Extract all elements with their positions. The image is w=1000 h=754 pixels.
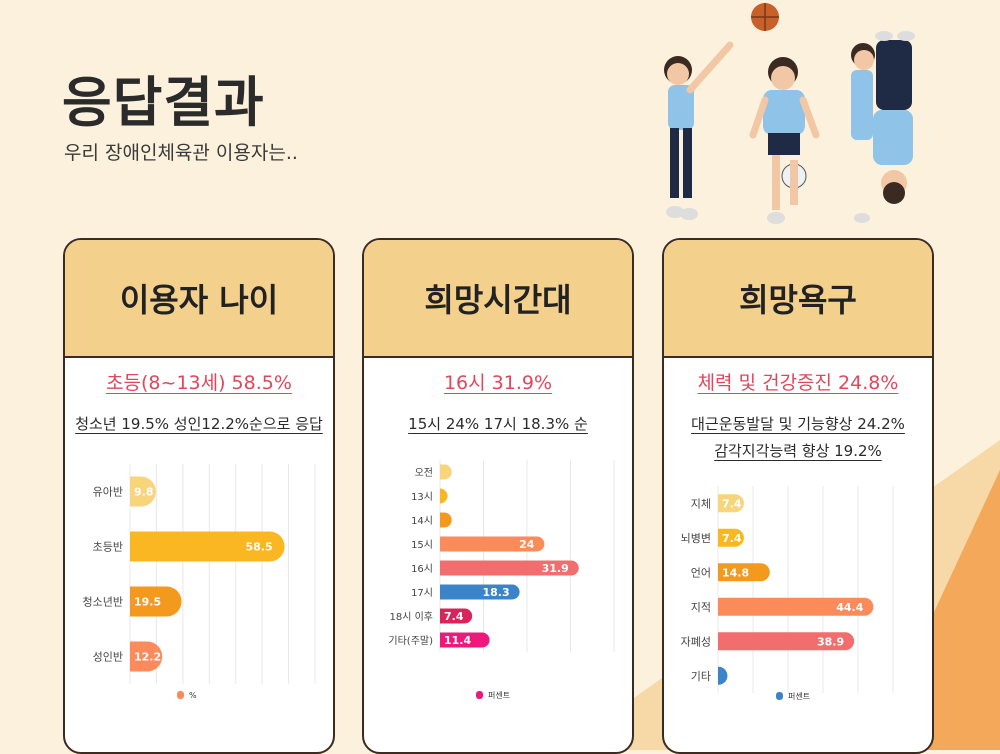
- card-preferred-time: 희망시간대 16시 31.9% 15시 24% 17시 18.3% 순 오전 13…: [362, 238, 634, 754]
- legend-label: 퍼센트: [488, 690, 510, 700]
- legend-label: %: [189, 691, 197, 700]
- card-title: 희망시간대: [364, 240, 632, 358]
- category-label: 지체: [691, 497, 711, 510]
- card-highlight: 16시 31.9%: [443, 372, 553, 394]
- category-label: 기타(주말): [388, 635, 433, 647]
- bar: [718, 666, 728, 685]
- value-label: 38.9: [817, 635, 844, 648]
- legend-swatch: [177, 691, 184, 699]
- card-highlight: 초등(8~13세) 58.5%: [106, 372, 292, 394]
- value-label: 9.8: [134, 486, 154, 499]
- category-label: 오전: [415, 467, 433, 479]
- category-label: 18시 이후: [389, 611, 433, 623]
- category-label: 14시: [411, 515, 433, 527]
- value-label: 11.4: [444, 634, 471, 647]
- bar: [130, 641, 163, 672]
- category-label: 뇌병변: [681, 532, 711, 545]
- bar: [440, 464, 452, 480]
- category-label: 13시: [411, 491, 433, 503]
- bar: [440, 608, 473, 624]
- card-summary-line: 감각지각능력 향상 19.2%: [714, 442, 882, 460]
- value-label: 12.2: [134, 651, 161, 664]
- category-label: 언어: [691, 566, 711, 579]
- bar: [718, 494, 744, 513]
- card-title: 희망욕구: [664, 240, 932, 358]
- category-label: 성인반: [93, 651, 123, 664]
- card-user-age: 이용자 나이 초등(8~13세) 58.5% 청소년 19.5% 성인12.2%…: [63, 238, 335, 754]
- time-bar-chart: 오전 13시 14시 15시 24 16시 31.9 17시 18.3 18시 이후 7.4 기타(주…: [388, 460, 615, 700]
- category-label: 기타: [691, 670, 711, 683]
- bar: [130, 586, 182, 617]
- value-label: 18.3: [482, 586, 509, 599]
- value-label: 7.4: [722, 497, 742, 510]
- bar: [718, 563, 770, 582]
- value-label: 14.8: [722, 566, 749, 579]
- category-label: 17시: [411, 587, 433, 599]
- card-title: 이용자 나이: [65, 240, 333, 358]
- bar: [440, 632, 490, 648]
- card-summary-line: 대근운동발달 및 기능향상 24.2%: [691, 415, 905, 433]
- bar: [718, 597, 874, 616]
- kids-playing-illustration: [664, 3, 915, 224]
- legend-swatch: [776, 692, 783, 700]
- category-label: 청소년반: [83, 596, 123, 609]
- category-label: 초등반: [93, 541, 123, 554]
- category-label: 지적: [691, 601, 711, 614]
- page-title: 응답결과: [62, 71, 265, 134]
- category-label: 16시: [411, 563, 433, 575]
- category-label: 유아반: [93, 486, 123, 499]
- card-summary-line: 15시 24% 17시 18.3% 순: [408, 415, 588, 433]
- card-summary-line: 청소년 19.5% 성인12.2%순으로 응답: [75, 415, 323, 433]
- value-label: 58.5: [245, 541, 272, 554]
- value-label: 7.4: [722, 532, 742, 545]
- category-label: 자폐성: [681, 635, 711, 648]
- value-label: 24: [519, 538, 535, 551]
- bar: [440, 584, 520, 600]
- age-bar-chart: 유아반 9.8 초등반 58.5 청소년반 19.5 성인반 12.2%: [83, 464, 316, 700]
- bar: [130, 476, 156, 507]
- page-subtitle: 우리 장애인체육관 이용자는..: [64, 142, 298, 164]
- card-needs: 희망욕구 체력 및 건강증진 24.8% 대근운동발달 및 기능향상 24.2%…: [662, 238, 934, 754]
- bar: [440, 536, 545, 552]
- bar: [440, 488, 448, 504]
- value-label: 31.9: [542, 562, 569, 575]
- bar: [440, 512, 452, 528]
- card-highlight: 체력 및 건강증진 24.8%: [697, 372, 899, 394]
- value-label: 7.4: [444, 610, 464, 623]
- value-label: 44.4: [836, 601, 863, 614]
- bar: [440, 560, 579, 576]
- value-label: 19.5: [134, 596, 161, 609]
- bar: [718, 632, 855, 651]
- bar: [718, 528, 744, 547]
- category-label: 15시: [411, 539, 433, 551]
- legend-swatch: [476, 691, 483, 699]
- legend-label: 퍼센트: [788, 691, 810, 701]
- bar: [130, 531, 285, 562]
